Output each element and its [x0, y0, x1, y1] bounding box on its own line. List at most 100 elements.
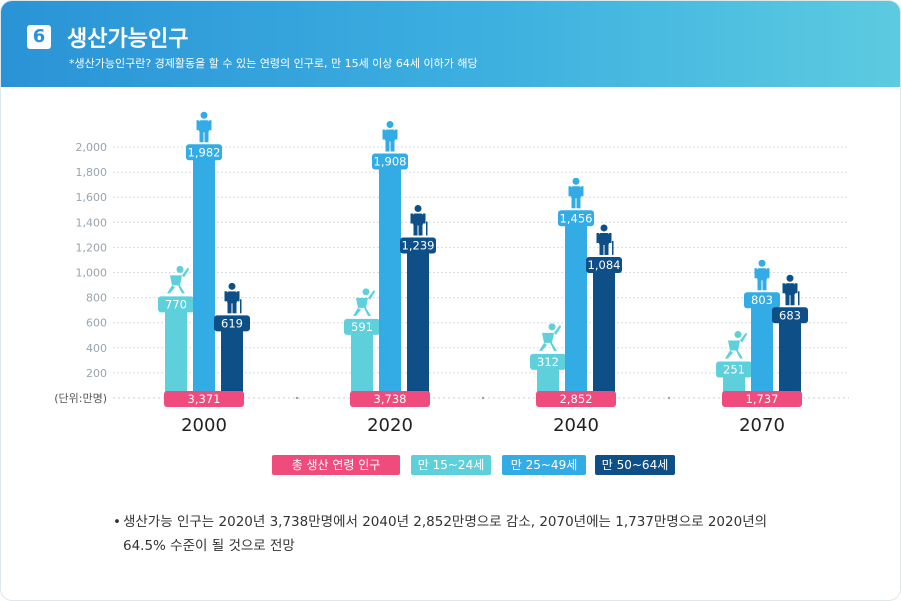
figure-torso [356, 297, 368, 308]
note-bullet: • [113, 514, 121, 530]
total-value-label: 2,852 [560, 392, 593, 406]
bar-senior-figure [779, 312, 801, 398]
bar-adult-figure [751, 297, 773, 398]
bar-senior-figure [593, 261, 615, 398]
adult-figure-icon [382, 121, 398, 152]
figure-arm [196, 120, 199, 131]
figure-arm [754, 268, 757, 279]
header-banner: 6 생산가능인구 *생산가능인구란? 경제활동을 할 수 있는 연령의 인구로,… [1, 1, 900, 87]
bar-value-label-bg [716, 361, 752, 378]
figure-arm [382, 129, 385, 140]
total-value-label: 1,737 [746, 392, 779, 406]
figure-leg [385, 140, 390, 152]
legend-label: 만 50~64세 [602, 458, 669, 472]
figure-torso [542, 332, 554, 343]
figure-head [414, 205, 422, 213]
bar-value-label-bg [558, 210, 594, 227]
bar-adult-figure [565, 215, 587, 398]
bar-value-label-bg [214, 315, 250, 332]
y-tick-label: 1,000 [76, 267, 108, 280]
figure-leg [550, 342, 557, 351]
total-value-label: 3,371 [188, 392, 221, 406]
bar-senior-figure [221, 320, 243, 398]
bar-value-label: 1,908 [374, 155, 407, 169]
youth-figure-icon [539, 323, 561, 351]
figure-arm [182, 267, 189, 278]
y-tick-label: 1,800 [76, 166, 108, 179]
figure-leg [227, 302, 232, 314]
x-category-label: 2070 [739, 415, 785, 436]
bar-value-label-bg [744, 292, 780, 309]
figure-leg [178, 285, 185, 294]
figure-torso [599, 232, 609, 245]
y-tick-label: 800 [86, 292, 107, 305]
total-value-label-bg [350, 391, 430, 407]
figure-leg [232, 302, 237, 314]
figure-cane [612, 240, 614, 255]
figure-leg [353, 307, 361, 316]
x-category-label: 2000 [181, 415, 227, 436]
figure-head [200, 111, 208, 119]
figure-torso [757, 268, 767, 281]
y-tick-label: 1,600 [76, 191, 108, 204]
figure-leg [204, 131, 209, 143]
bar-value-label-bg [772, 307, 808, 324]
x-category-label: 2040 [553, 415, 599, 436]
figure-leg [736, 350, 743, 359]
y-tick-label: 2,000 [76, 141, 108, 154]
figure-torso [785, 283, 795, 296]
group-separator-dot [295, 396, 299, 400]
figure-torso [199, 120, 209, 133]
figure-arm [237, 291, 240, 302]
figure-torso [170, 275, 182, 286]
figure-arm [740, 332, 747, 343]
y-tick-label: 200 [86, 367, 107, 380]
x-category-label: 2020 [367, 415, 413, 436]
bar-value-label-bg [344, 318, 380, 335]
figure-torso [227, 291, 237, 304]
bar-value-label: 619 [221, 316, 243, 330]
bar-senior-figure [407, 242, 429, 398]
total-value-label-bg [164, 391, 244, 407]
figure-head [386, 121, 394, 129]
legend-swatch [411, 455, 491, 475]
figure-arm [782, 283, 785, 294]
figure-arm [423, 213, 426, 224]
figure-arm [410, 213, 413, 224]
legend-swatch [502, 455, 586, 475]
figure-head [786, 274, 794, 282]
adult-figure-icon [568, 177, 584, 209]
bar-value-label-bg [372, 153, 408, 170]
y-tick-label: 600 [86, 317, 107, 330]
figure-head [176, 265, 184, 273]
legend-label: 총 생산 연령 인구 [292, 458, 381, 472]
youth-figure-icon [353, 288, 375, 316]
bar-adult-figure [193, 149, 215, 398]
figure-arm [224, 291, 227, 302]
summary-note: • 생산가능 인구는 2020년 3,738만명에서 2040년 2,852만명… [113, 510, 813, 558]
figure-arm [609, 232, 612, 243]
figure-leg [390, 140, 395, 152]
bar-value-label-bg [158, 296, 194, 313]
figure-leg [199, 131, 204, 143]
bar-adult-figure [379, 158, 401, 398]
bar-value-label-bg [400, 237, 436, 254]
bar-value-label-bg [530, 353, 566, 370]
bar-value-label: 251 [723, 362, 745, 376]
figure-leg [757, 279, 762, 291]
figure-leg [599, 243, 604, 255]
group-separator-dot [481, 396, 485, 400]
y-tick-label: 1,200 [76, 241, 108, 254]
bar-value-label: 683 [779, 308, 801, 322]
figure-leg [576, 197, 581, 209]
figure-leg [725, 350, 733, 359]
figure-torso [413, 213, 423, 226]
figure-arm [395, 129, 398, 140]
figure-arm [581, 186, 584, 197]
bar-value-label: 312 [537, 355, 559, 369]
unit-label: (단위:만명) [54, 392, 107, 405]
figure-head [572, 177, 580, 185]
senior-figure-icon [596, 224, 614, 255]
